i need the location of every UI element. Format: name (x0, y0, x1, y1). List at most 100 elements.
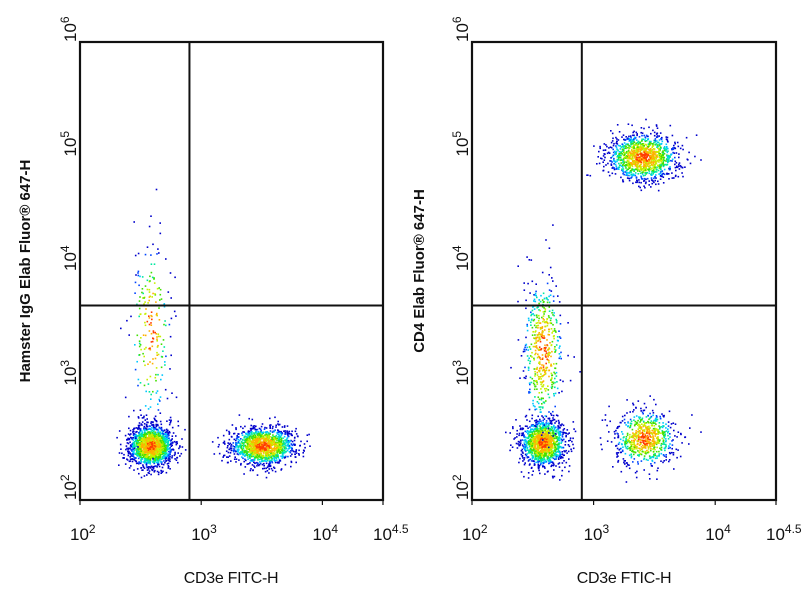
event-point (529, 448, 532, 450)
event-point (523, 447, 525, 449)
event-point (565, 461, 568, 464)
event-point (127, 448, 129, 451)
event-point (158, 459, 160, 462)
event-point (129, 452, 131, 454)
event-point (147, 431, 149, 434)
event-point (280, 437, 283, 440)
event-point (133, 442, 135, 445)
event-point (555, 349, 557, 351)
event-point (144, 285, 147, 287)
event-point (271, 427, 274, 430)
event-point (174, 453, 176, 455)
event-point (286, 437, 289, 439)
event-point (540, 398, 543, 401)
event-point (137, 434, 140, 437)
event-point (133, 441, 136, 443)
event-point (551, 452, 553, 454)
event-point (166, 435, 168, 437)
event-point (542, 422, 545, 425)
event-point (167, 462, 170, 465)
event-point (564, 440, 567, 443)
event-point (532, 433, 535, 435)
event-point (543, 442, 546, 445)
event-point (163, 450, 165, 452)
event-point (242, 445, 245, 448)
event-point (551, 312, 553, 314)
event-point (541, 403, 543, 405)
event-point (551, 427, 554, 429)
event-point (540, 388, 542, 390)
event-point (149, 460, 152, 463)
event-point (544, 310, 546, 313)
event-point (540, 460, 542, 463)
event-point (521, 451, 524, 453)
event-point (554, 426, 557, 429)
event-point (536, 436, 538, 438)
event-point (160, 472, 162, 474)
event-point (523, 463, 526, 466)
event-point (118, 430, 121, 432)
event-point (533, 359, 535, 361)
event-point (538, 442, 540, 444)
event-point (522, 427, 524, 430)
event-point (534, 345, 536, 348)
event-point (552, 382, 555, 385)
event-point (277, 420, 279, 423)
event-point (518, 432, 521, 435)
event-point (139, 424, 141, 427)
event-point (180, 452, 183, 455)
event-point (271, 444, 273, 447)
event-point (544, 467, 546, 469)
event-point (132, 453, 135, 455)
event-point (545, 321, 548, 324)
event-point (290, 446, 293, 449)
event-point (126, 439, 128, 441)
event-point (146, 441, 149, 443)
event-point (261, 454, 264, 457)
event-point (269, 430, 272, 432)
event-point (551, 374, 554, 376)
event-point (558, 353, 561, 355)
event-point (135, 439, 137, 442)
event-point (161, 449, 163, 452)
event-point (529, 443, 532, 446)
event-point (125, 448, 127, 451)
event-point (545, 437, 547, 439)
event-point (254, 434, 257, 437)
event-point (144, 427, 147, 429)
event-point (249, 469, 252, 472)
event-point (556, 443, 559, 446)
event-point (274, 429, 276, 431)
event-point (543, 435, 545, 438)
event-point (548, 448, 550, 451)
event-point (568, 470, 570, 473)
event-point (228, 455, 231, 457)
event-point (545, 362, 547, 365)
event-point (251, 437, 254, 440)
event-point (167, 433, 170, 435)
event-point (269, 454, 271, 456)
event-point (144, 253, 147, 256)
event-point (545, 435, 548, 438)
event-point (545, 415, 548, 418)
event-point (164, 437, 166, 440)
event-point (543, 449, 546, 451)
event-point (126, 319, 128, 322)
event-point (143, 456, 145, 458)
event-point (526, 447, 529, 449)
event-point (531, 431, 533, 434)
event-point (260, 434, 263, 436)
event-point (151, 362, 154, 365)
event-point (281, 450, 283, 452)
event-point (279, 459, 281, 462)
event-point (251, 464, 254, 466)
event-point (541, 459, 543, 462)
event-point (253, 441, 255, 444)
event-point (159, 396, 162, 398)
event-point (526, 325, 529, 327)
event-point (540, 456, 543, 459)
event-point (270, 441, 273, 443)
event-point (127, 438, 129, 441)
event-point (231, 424, 234, 426)
